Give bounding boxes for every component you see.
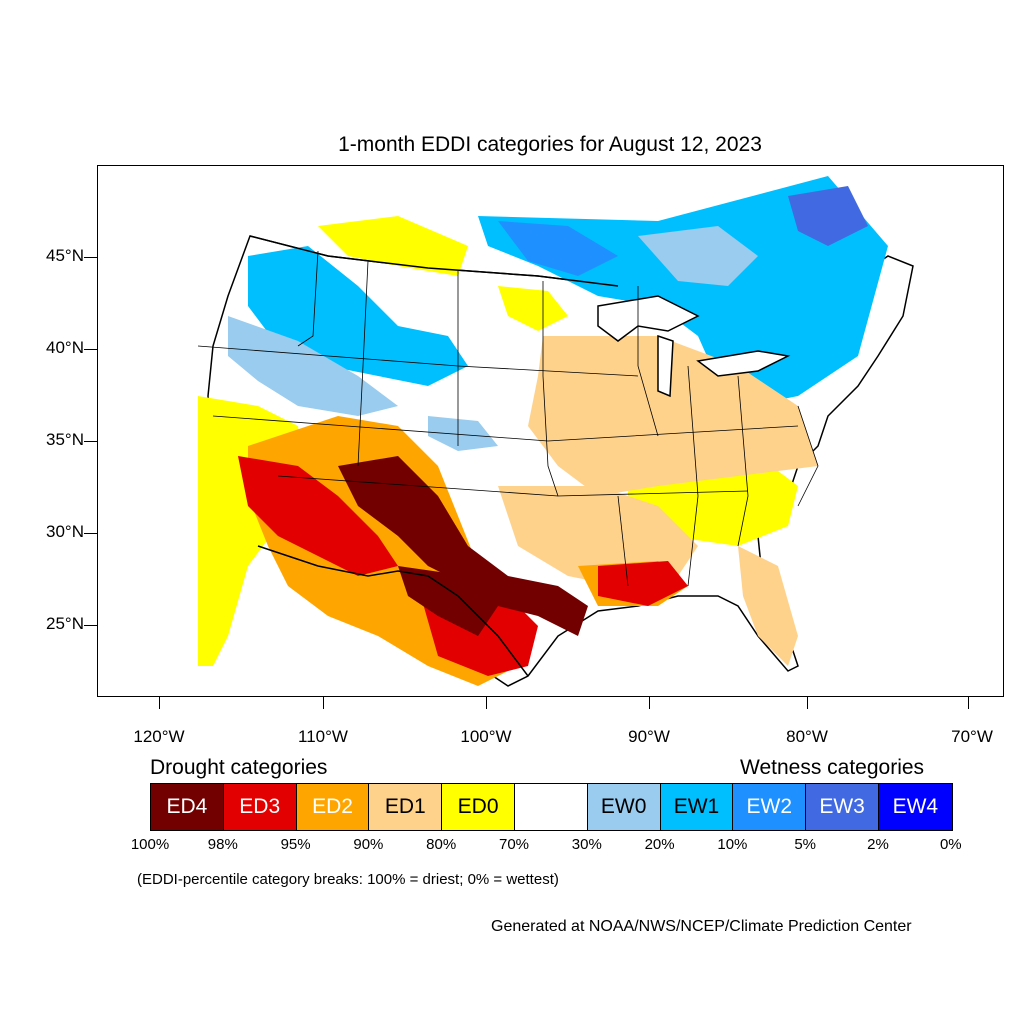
drought-heading: Drought categories <box>150 756 328 779</box>
lon-tick <box>807 697 808 709</box>
lake-michigan <box>657 334 674 398</box>
percentile-label: 80% <box>426 836 457 853</box>
state-boundaries <box>197 250 819 587</box>
legend-box-ew1: EW1 <box>660 784 734 830</box>
region-ew0-rockies <box>428 416 498 451</box>
legend-box-ew0: EW0 <box>587 784 661 830</box>
legend-box-ew3: EW3 <box>806 784 879 830</box>
lat-label-25: 25°N <box>46 614 84 633</box>
lon-label-120: 120°W <box>133 727 185 746</box>
percentile-label: 90% <box>353 836 384 853</box>
region-ed3-southwest <box>238 456 398 576</box>
lon-tick <box>486 697 487 709</box>
percentile-label: 10% <box>717 836 748 853</box>
lon-label-70: 70°W <box>951 727 993 746</box>
region-ed1-florida <box>738 546 798 666</box>
lon-label-110: 110°W <box>298 727 348 746</box>
lon-tick <box>968 697 969 709</box>
region-ed0-north <box>318 216 468 276</box>
percentile-label: 98% <box>207 836 238 853</box>
lon-label-90: 90°W <box>628 727 670 746</box>
region-ed4-texas <box>398 566 498 636</box>
region-ew2-north <box>498 221 618 276</box>
legend-box-ed3: ED3 <box>223 784 297 830</box>
region-ed4-southwest <box>338 456 588 636</box>
region-ew0-north <box>638 226 758 286</box>
percentile-label: 30% <box>571 836 602 853</box>
percentile-label: 20% <box>644 836 675 853</box>
legend-color-bar: ED4 ED3 ED2 ED1 ED0 EW0 EW1 EW2 EW3 EW4 <box>150 783 953 831</box>
percentile-label: 70% <box>498 836 530 853</box>
lon-tick <box>159 697 160 709</box>
legend-box-ed0: ED0 <box>442 784 515 830</box>
lake-erie-ontario <box>696 350 791 377</box>
region-ew0-west <box>228 316 398 416</box>
eddi-map <box>97 165 1004 697</box>
percentile-label: 95% <box>280 836 311 853</box>
lon-tick <box>649 697 650 709</box>
lat-label-30: 30°N <box>46 522 84 541</box>
region-ed0-great-lakes <box>498 286 568 331</box>
us-canada-border <box>249 235 619 287</box>
lon-label-100: 100°W <box>460 727 512 746</box>
percentile-label: 2% <box>867 836 889 853</box>
lon-tick <box>323 697 324 709</box>
us-mexico-border <box>257 545 529 677</box>
legend-box-ed1: ED1 <box>369 784 443 830</box>
wetness-heading: Wetness categories <box>740 756 925 779</box>
credit-text: Generated at NOAA/NWS/NCEP/Climate Predi… <box>491 918 912 935</box>
region-ed3-louisiana <box>598 561 688 606</box>
category-note: (EDDI-percentile category breaks: 100% =… <box>137 871 559 888</box>
great-lakes <box>597 295 700 342</box>
lat-label-45: 45°N <box>46 246 84 265</box>
lat-tick <box>84 257 97 258</box>
region-ed1-midwest <box>528 336 818 496</box>
percentile-label: 5% <box>794 836 817 853</box>
map-canvas <box>197 176 914 687</box>
legend-box-ed2: ED2 <box>296 784 370 830</box>
legend-box-ed4: ED4 <box>151 784 224 830</box>
legend-box-ew2: EW2 <box>733 784 807 830</box>
map-title: 1-month EDDI categories for August 12, 2… <box>338 133 762 156</box>
lat-tick <box>84 349 97 350</box>
region-ew3-northeast <box>788 186 868 246</box>
region-ed1-south <box>498 486 698 586</box>
percentile-label: 100% <box>130 836 170 853</box>
percentile-label: 0% <box>939 836 962 853</box>
lon-label-80: 80°W <box>786 727 828 746</box>
legend-box-ew4: EW4 <box>878 784 952 830</box>
lat-label-35: 35°N <box>46 430 84 449</box>
lat-tick <box>84 625 97 626</box>
lat-label-40: 40°N <box>46 338 84 357</box>
lat-tick <box>84 533 97 534</box>
lat-tick <box>84 441 97 442</box>
legend-box-neutral <box>514 784 588 830</box>
